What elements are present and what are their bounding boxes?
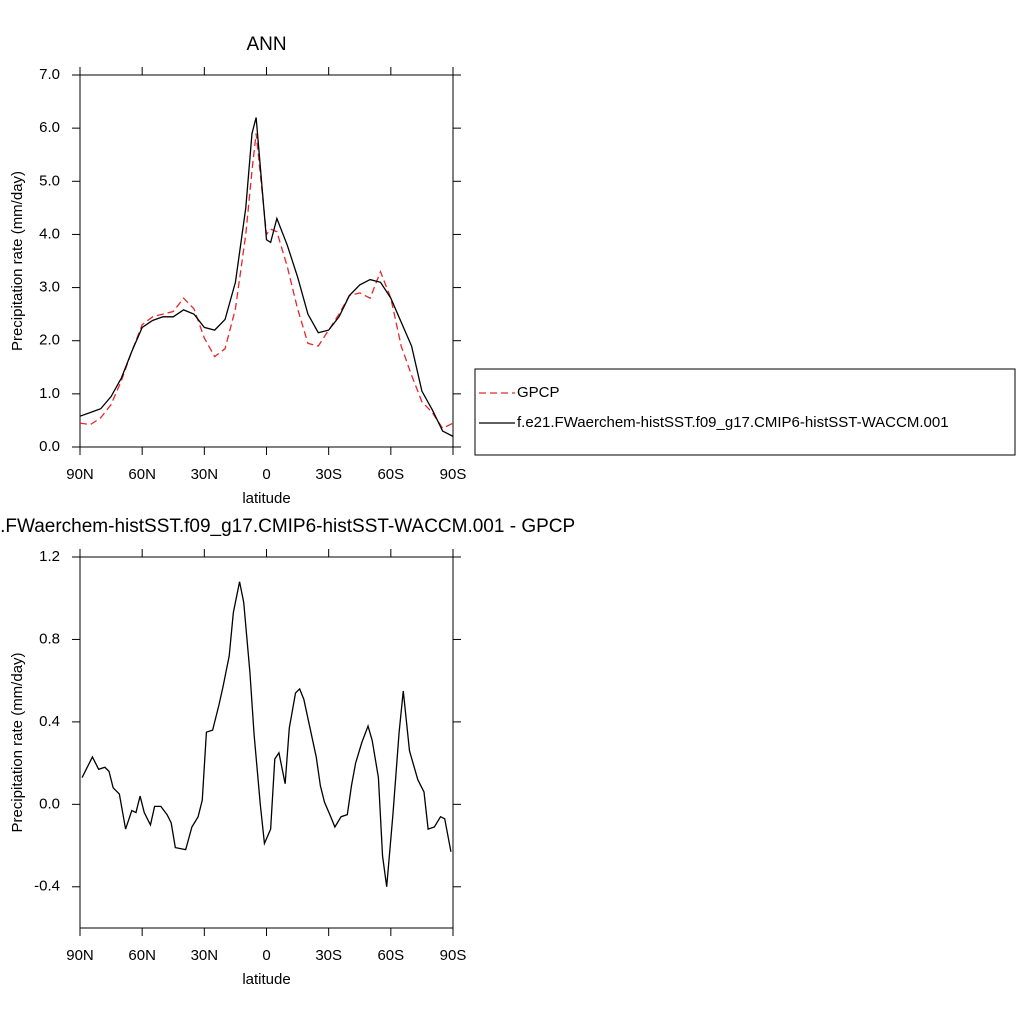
- x-tick-label: 60N: [128, 947, 156, 964]
- y-axis-label: Precipitation rate (mm/day): [9, 171, 26, 351]
- plot-frame: [79, 74, 454, 448]
- y-tick-label: 5.0: [39, 172, 60, 189]
- x-tick-label: 90S: [440, 466, 467, 483]
- data-line: [79, 117, 454, 437]
- x-tick-label: 90N: [66, 947, 94, 964]
- legend-box: [474, 368, 1016, 456]
- y-tick-label: 7.0: [39, 66, 60, 83]
- plot-frame: [79, 556, 454, 929]
- data-line: [81, 581, 452, 887]
- x-axis-label: latitude: [242, 971, 290, 988]
- y-tick-label: 3.0: [39, 279, 60, 296]
- x-tick-label: 60N: [128, 466, 156, 483]
- chart-title: ANN: [246, 34, 286, 55]
- legend-label: f.e21.FWaerchem-histSST.f09_g17.CMIP6-hi…: [517, 414, 949, 431]
- y-tick-label: 1.2: [39, 548, 60, 565]
- y-tick-label: 2.0: [39, 332, 60, 349]
- legend-label: GPCP: [517, 384, 560, 401]
- y-tick-label: 0.0: [39, 438, 60, 455]
- chart-title: f.e21.FWaerchem-histSST.f09_g17.CMIP6-hi…: [0, 516, 575, 537]
- x-tick-label: 30N: [191, 466, 219, 483]
- y-tick-label: 4.0: [39, 225, 60, 242]
- y-axis-label: Precipitation rate (mm/day): [9, 652, 26, 832]
- y-tick-label: 6.0: [39, 119, 60, 136]
- x-tick-label: 30S: [315, 947, 342, 964]
- y-tick-label: 0.8: [39, 630, 60, 647]
- y-tick-label: -0.4: [34, 878, 60, 895]
- x-tick-label: 60S: [377, 466, 404, 483]
- x-tick-label: 30N: [191, 947, 219, 964]
- y-tick-label: 1.0: [39, 385, 60, 402]
- x-axis-label: latitude: [242, 490, 290, 507]
- x-tick-label: 0: [262, 466, 270, 483]
- y-tick-label: 0.0: [39, 795, 60, 812]
- x-tick-label: 60S: [377, 947, 404, 964]
- x-tick-label: 30S: [315, 466, 342, 483]
- y-tick-label: 0.4: [39, 713, 60, 730]
- x-tick-label: 90N: [66, 466, 94, 483]
- x-tick-label: 0: [262, 947, 270, 964]
- x-tick-label: 90S: [440, 947, 467, 964]
- data-line: [79, 133, 454, 430]
- legend: GPCP f.e21.FWaerchem-histSST.f09_g17.CMIP…: [474, 368, 1016, 456]
